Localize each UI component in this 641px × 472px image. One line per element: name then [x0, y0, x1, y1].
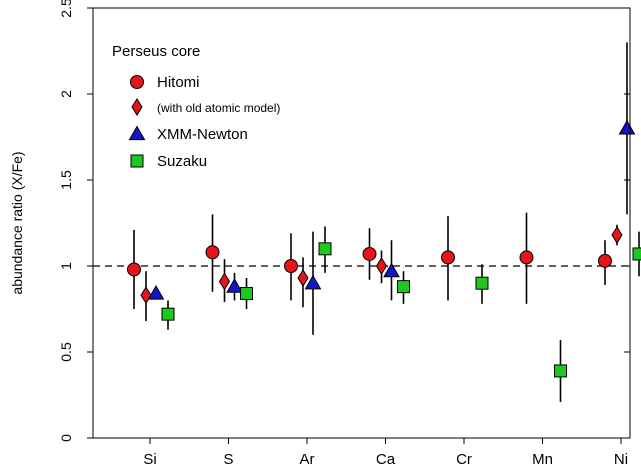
point-hitomi-si	[127, 262, 141, 277]
y-tick-label-1-5: 1.5	[58, 170, 74, 190]
legend-item-hitomi: Hitomi	[130, 74, 200, 91]
legend-label-suzaku: Suzaku	[157, 153, 207, 170]
point-hitomi-mn	[519, 250, 534, 265]
y-tick-label-0-5: 0.5	[58, 342, 74, 362]
legend-item-xmm-newton: XMM-Newton	[128, 125, 248, 143]
point-suzaku-ar	[318, 242, 332, 256]
point-suzaku-ca	[397, 280, 410, 294]
x-tick-label-si: Si	[143, 451, 156, 468]
point-suzaku-ni	[632, 247, 641, 261]
y-axis-label: abundance ratio (X/Fe)	[9, 151, 25, 294]
legend-item-suzaku: Suzaku	[130, 153, 207, 170]
point-with-old-atomic-model-ca	[375, 257, 388, 275]
legend: Perseus core Hitomi (with old atomic mode…	[112, 43, 280, 170]
legend-label-xmm-newton: XMM-Newton	[157, 126, 248, 143]
y-tick-label-1: 1	[58, 262, 74, 270]
point-suzaku-si	[161, 307, 175, 321]
tick-labels: 0 0.5 1 1.5 2 2.5 Si S Ar Ca Cr Mn Ni	[58, 0, 628, 468]
y-tick-label-2-5: 2.5	[58, 0, 74, 18]
point-suzaku-s	[240, 287, 253, 301]
point-xmm-newton-ar	[304, 274, 322, 290]
legend-title: Perseus core	[112, 43, 200, 60]
error-bars	[133, 42, 640, 402]
point-with-old-atomic-model-si	[140, 286, 152, 305]
legend-item-with-old-atomic-model: (with old atomic model)	[131, 98, 280, 116]
x-tick-label-s: S	[223, 451, 233, 468]
point-hitomi-s	[205, 245, 220, 260]
x-tick-label-ni: Ni	[614, 451, 628, 468]
point-with-old-atomic-model-ar	[297, 269, 309, 287]
point-hitomi-ni	[598, 253, 612, 268]
x-tick-label-mn: Mn	[532, 451, 553, 468]
x-tick-label-ca: Ca	[376, 451, 396, 468]
legend-marker-xmm-newton	[128, 125, 146, 141]
x-tick-label-ar: Ar	[300, 451, 315, 468]
point-suzaku-mn	[554, 364, 567, 378]
legend-label-with-old-atomic-model: (with old atomic model)	[157, 101, 280, 115]
point-xmm-newton-ca	[383, 262, 400, 278]
plot-frame	[92, 7, 631, 439]
legend-marker-with-old-atomic-model	[131, 98, 143, 116]
point-xmm-newton-si	[147, 285, 165, 300]
point-xmm-newton-s	[226, 278, 243, 293]
legend-marker-hitomi	[130, 75, 144, 89]
point-suzaku-cr	[475, 276, 489, 290]
legend-marker-suzaku	[130, 154, 144, 168]
point-hitomi-ar	[284, 259, 298, 273]
data-markers	[127, 119, 641, 378]
point-with-old-atomic-model-s	[218, 272, 231, 291]
point-xmm-newton-ni	[618, 119, 636, 135]
y-tick-label-2: 2	[58, 90, 74, 98]
point-hitomi-cr	[441, 250, 455, 265]
y-tick-label-0: 0	[58, 434, 74, 442]
point-with-old-atomic-model-ni	[611, 226, 623, 244]
point-hitomi-ca	[362, 246, 377, 261]
legend-items: Hitomi (with old atomic model) XMM-Newton S…	[128, 74, 280, 170]
legend-label-hitomi: Hitomi	[157, 74, 200, 91]
x-tick-label-cr: Cr	[456, 451, 472, 468]
